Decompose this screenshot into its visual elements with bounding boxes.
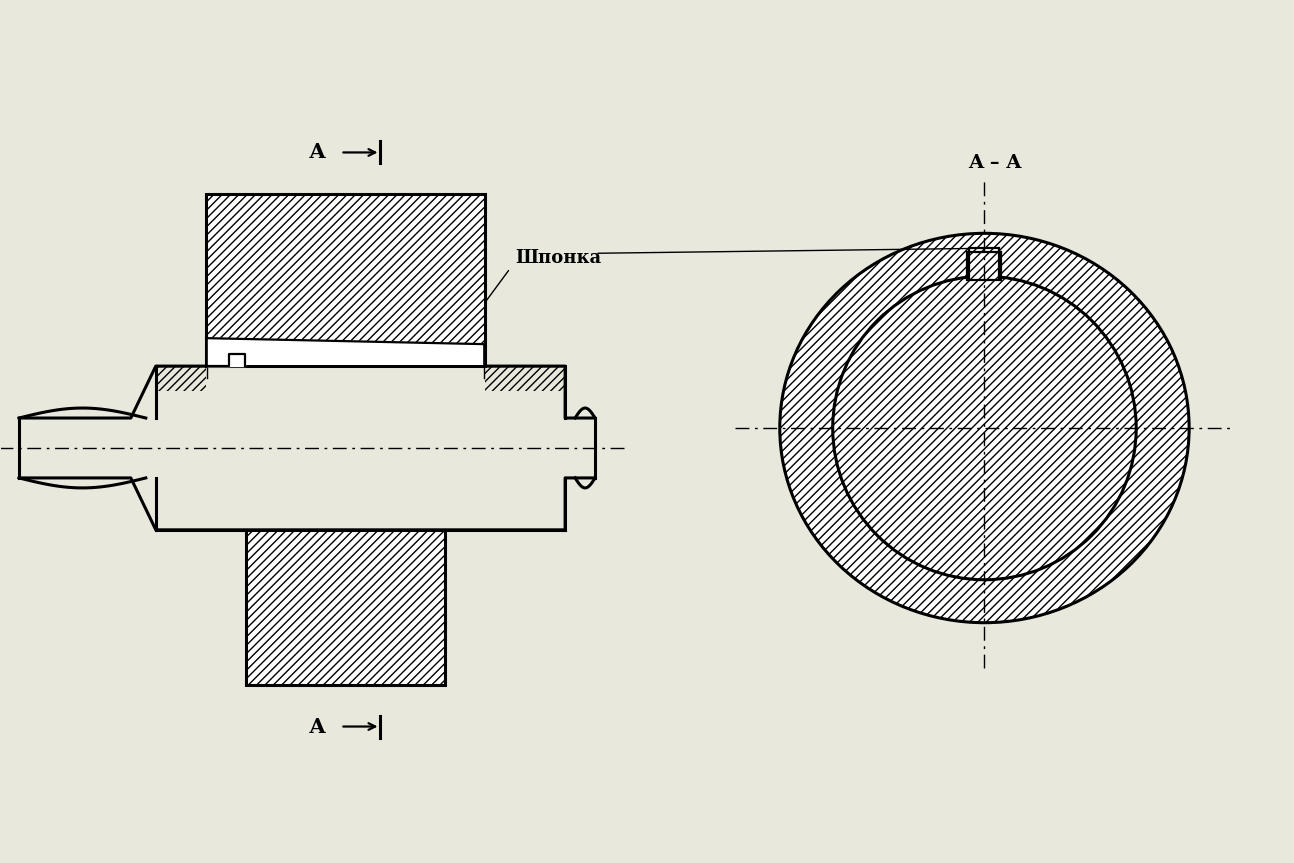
Bar — [969, 249, 999, 280]
Text: Шпонка: Шпонка — [515, 249, 602, 268]
Text: А: А — [309, 716, 326, 736]
Bar — [206, 194, 485, 366]
Bar — [246, 530, 445, 684]
Text: А: А — [309, 142, 326, 162]
Bar — [206, 194, 485, 366]
Bar — [485, 366, 565, 391]
Bar — [246, 530, 445, 684]
Bar — [155, 366, 206, 391]
Polygon shape — [207, 338, 484, 366]
Bar — [969, 249, 999, 280]
Text: A – A: A – A — [968, 154, 1021, 173]
Text: Уклон 1:100: Уклон 1:100 — [256, 283, 374, 299]
Ellipse shape — [780, 233, 1189, 623]
Polygon shape — [207, 354, 245, 366]
Circle shape — [833, 276, 1136, 580]
